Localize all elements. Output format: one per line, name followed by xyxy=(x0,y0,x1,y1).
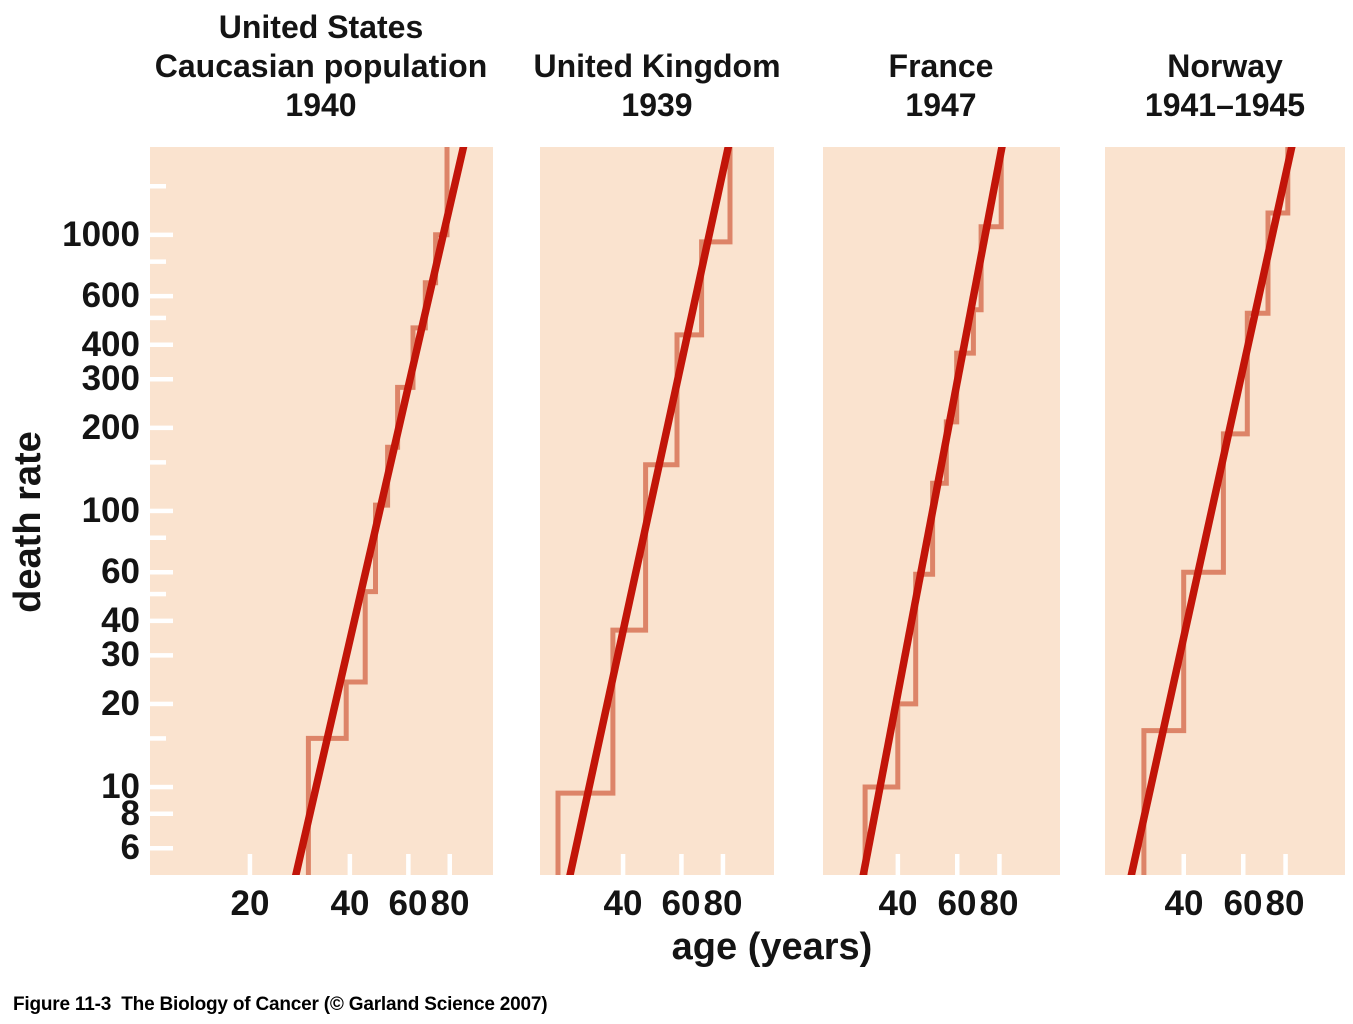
y-tick-label: 600 xyxy=(81,276,140,315)
panel-background xyxy=(823,147,1060,875)
x-tick xyxy=(720,854,726,875)
y-tick-label: 60 xyxy=(101,552,140,591)
y-tick xyxy=(150,653,173,658)
x-tick-label: 60 xyxy=(1223,884,1263,923)
x-tick-label: 80 xyxy=(1265,884,1305,923)
y-tick-label: 30 xyxy=(101,635,140,674)
y-tick xyxy=(150,293,173,299)
x-tick-label: 40 xyxy=(603,884,643,923)
y-tick xyxy=(150,460,166,465)
y-tick xyxy=(150,184,166,189)
y-tick xyxy=(150,846,173,851)
panel-France xyxy=(823,147,1060,875)
y-tick xyxy=(150,570,173,575)
y-tick xyxy=(150,342,173,347)
x-tick xyxy=(1181,854,1186,875)
fit-line xyxy=(291,147,468,875)
panel-title-norway: Norway 1941–1945 xyxy=(1144,48,1306,123)
y-tick xyxy=(150,784,173,790)
fit-line xyxy=(566,147,733,875)
y-tick xyxy=(150,591,166,597)
x-tick xyxy=(997,854,1002,875)
x-tick-label: 60 xyxy=(388,884,428,923)
x-tick xyxy=(347,854,353,875)
x-tick xyxy=(895,854,901,875)
y-tick xyxy=(150,535,166,540)
panel-title-france: France 1947 xyxy=(888,48,994,123)
y-tick xyxy=(150,315,166,321)
y-tick xyxy=(150,259,166,264)
y-tick xyxy=(150,377,173,382)
y-tick-label: 8 xyxy=(120,794,140,833)
panel-United Kingdom xyxy=(540,147,774,875)
y-tick-label: 40 xyxy=(101,601,140,640)
x-tick xyxy=(406,854,411,875)
y-tick-label: 300 xyxy=(81,359,140,398)
x-tick xyxy=(247,854,253,875)
x-tick xyxy=(679,854,684,875)
x-tick-label: 40 xyxy=(330,884,370,923)
y-tick xyxy=(150,701,173,707)
panel-United States Caucasian population xyxy=(150,147,493,875)
y-tick xyxy=(150,618,173,624)
x-tick-label: 60 xyxy=(937,884,977,923)
x-tick xyxy=(1283,854,1288,875)
x-axis-label: age (years) xyxy=(671,926,873,968)
fit-line xyxy=(859,147,1006,875)
y-tick xyxy=(150,232,173,238)
y-tick xyxy=(150,736,166,741)
panel-title-united-kingdom: United Kingdom 1939 xyxy=(533,48,781,123)
x-tick-label: 80 xyxy=(979,884,1019,923)
y-tick-label: 200 xyxy=(81,408,140,447)
x-tick xyxy=(1241,854,1246,875)
x-tick-label: 40 xyxy=(1164,884,1204,923)
x-tick xyxy=(955,854,960,875)
y-tick-label: 1000 xyxy=(62,215,140,254)
y-tick-label: 6 xyxy=(120,828,140,867)
x-tick-label: 20 xyxy=(230,884,270,923)
panel-title-united-states: United States Caucasian population 1940 xyxy=(154,9,488,123)
step-curve xyxy=(1141,147,1291,875)
x-tick-label: 80 xyxy=(703,884,743,923)
panel-Norway xyxy=(1105,147,1345,875)
panel-background xyxy=(540,147,774,875)
y-tick-label: 20 xyxy=(101,684,140,723)
figure-caption: Figure 11-3 The Biology of Cancer (© Gar… xyxy=(13,994,548,1015)
y-tick xyxy=(150,811,173,816)
x-tick-label: 40 xyxy=(878,884,918,923)
y-tick-label: 400 xyxy=(81,325,140,364)
x-tick xyxy=(447,854,452,875)
fit-line xyxy=(1127,147,1296,875)
x-tick-label: 80 xyxy=(430,884,470,923)
y-tick-label: 100 xyxy=(81,491,140,530)
y-tick-label: 10 xyxy=(101,767,140,806)
y-tick xyxy=(150,508,173,514)
x-tick-label: 60 xyxy=(661,884,701,923)
x-tick xyxy=(620,854,626,875)
y-tick xyxy=(150,425,173,431)
